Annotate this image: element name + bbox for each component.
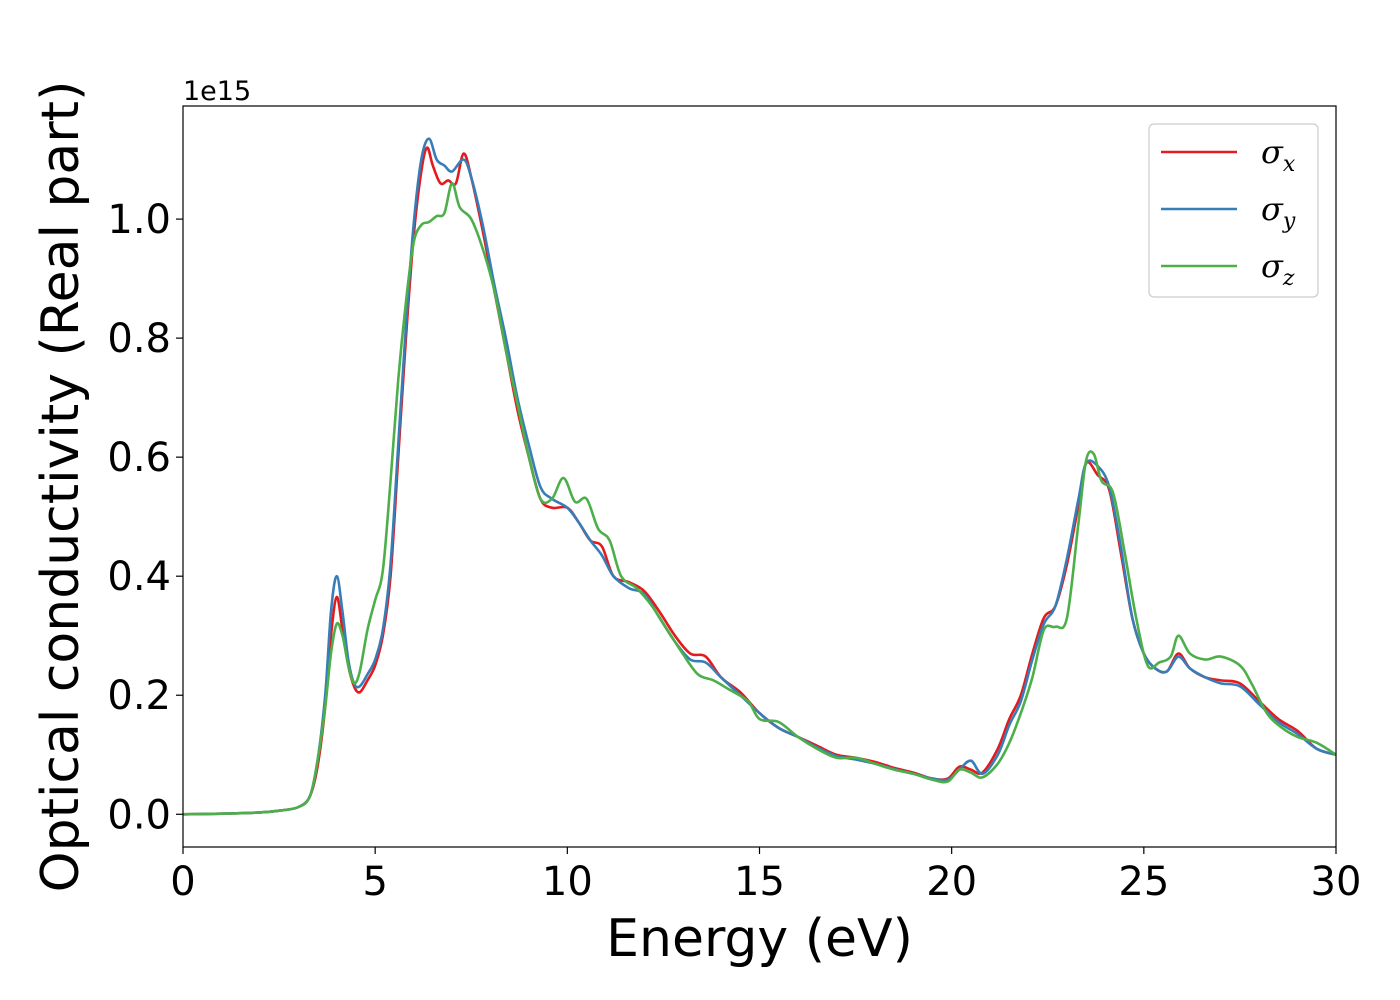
legend-label-y: σy xyxy=(1261,190,1296,234)
x-tick-label: 15 xyxy=(734,859,785,905)
y-axis-ticks: 0.0 0.2 0.4 0.6 0.8 1.0 xyxy=(107,197,183,838)
y-tick-label: 1.0 xyxy=(107,197,171,243)
series-layer xyxy=(183,137,1336,816)
y-axis-title: Optical conductivity (Real part) xyxy=(31,81,91,893)
legend-label-x: σx xyxy=(1261,133,1296,177)
legend-box xyxy=(1148,123,1319,298)
series-line-z xyxy=(183,182,1336,816)
x-axis-title: Energy (eV) xyxy=(606,909,913,969)
y-tick-label: 0.0 xyxy=(107,792,171,838)
x-tick-label: 30 xyxy=(1311,859,1362,905)
x-tick-label: 25 xyxy=(1118,859,1169,905)
x-tick-label: 10 xyxy=(542,859,593,905)
x-axis-ticks: 0 5 10 15 20 25 30 xyxy=(170,847,1361,905)
x-tick-label: 20 xyxy=(926,859,977,905)
y-tick-label: 0.2 xyxy=(107,673,171,719)
x-tick-label: 0 xyxy=(170,859,195,905)
y-tick-label: 0.4 xyxy=(107,554,171,600)
legend-label-z: σz xyxy=(1261,247,1295,291)
y-axis-offset-label: 1e15 xyxy=(183,76,251,107)
y-tick-label: 0.8 xyxy=(107,316,171,362)
chart-legend: σx σy σz xyxy=(1148,123,1319,298)
y-tick-label: 0.6 xyxy=(107,435,171,481)
x-tick-label: 5 xyxy=(362,859,387,905)
